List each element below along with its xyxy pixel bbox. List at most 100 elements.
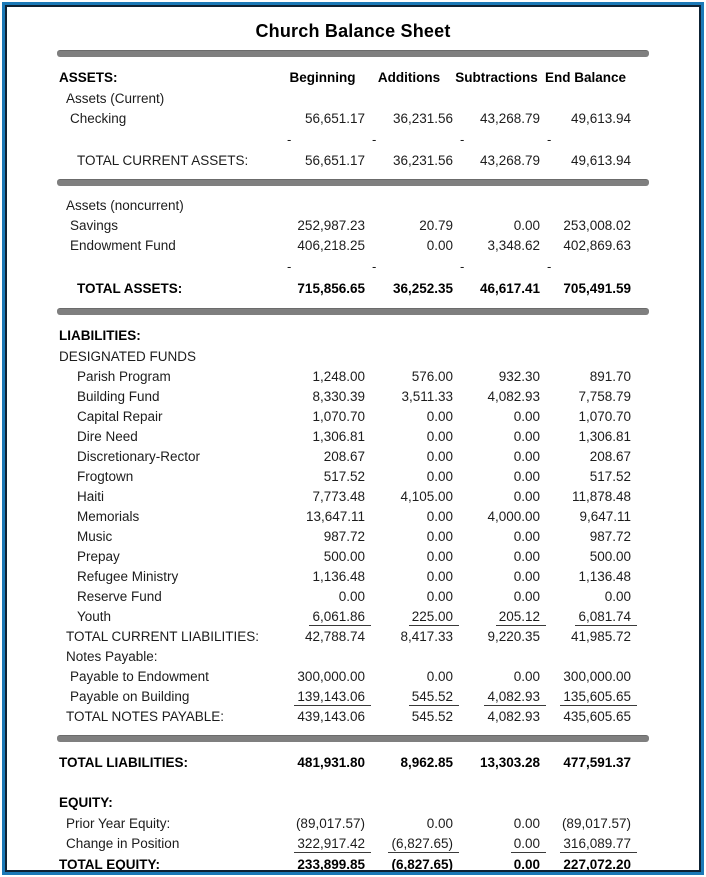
row-total-liabilities: TOTAL LIABILITIES: 481,931.80 8,962.85 13,3… — [57, 752, 649, 774]
row-total-current-liabilities: TOTAL CURRENT LIABILITIES: 42,788.74 8,417… — [57, 627, 649, 647]
row-label: TOTAL NOTES PAYABLE: — [66, 709, 225, 724]
row-equity: EQUITY: — [57, 792, 649, 814]
cell-additions: 20.79 — [419, 218, 453, 233]
underlined-value: 545.52 — [408, 689, 459, 706]
row-label: TOTAL ASSETS: — [77, 281, 183, 296]
cell-beginning: 517.52 — [323, 469, 365, 484]
cell-additions: 0.00 — [426, 409, 453, 424]
column-header-end-balance: End Balance — [544, 70, 627, 85]
row-label: Assets (Current) — [66, 91, 165, 106]
underlined-value: 0.00 — [510, 836, 546, 853]
cell-additions: 8,417.33 — [400, 629, 453, 644]
underlined-value: 316,089.77 — [560, 836, 637, 853]
cell-beginning: 1,136.48 — [312, 569, 365, 584]
cell-beginning: 0.00 — [338, 589, 365, 604]
subtotal-dash: - — [287, 259, 292, 274]
page-title: Church Balance Sheet — [255, 21, 451, 41]
cell-additions: 0.00 — [426, 529, 453, 544]
cell-subtractions: 4,082.93 — [453, 687, 546, 707]
cell-subtractions: 0.00 — [513, 449, 540, 464]
cell-additions: 576.00 — [411, 369, 453, 384]
cell-additions: 4,105.00 — [400, 489, 453, 504]
cell-additions: (6,827.65) — [365, 834, 459, 854]
cell-subtractions: 0.00 — [513, 669, 540, 684]
cell-subtractions: 0.00 — [513, 529, 540, 544]
cell-additions: 0.00 — [426, 669, 453, 684]
row-label: Parish Program — [77, 369, 171, 384]
cell-end-balance: 49,613.94 — [570, 111, 631, 126]
column-header-beginning: Beginning — [289, 70, 356, 85]
row-assets-current: Assets (Current) — [57, 89, 649, 109]
row-label: Youth — [77, 609, 112, 624]
cell-beginning: (89,017.57) — [295, 816, 365, 831]
row-label: Savings — [70, 218, 119, 233]
underlined-value: 135,605.65 — [560, 689, 637, 706]
row-label: Checking — [70, 111, 127, 126]
cell-end-balance: (89,017.57) — [561, 816, 631, 831]
cell-beginning: 1,306.81 — [312, 429, 365, 444]
row-label: Haiti — [77, 489, 105, 504]
title-rule — [57, 50, 649, 57]
cell-end-balance: 402,869.63 — [563, 238, 631, 253]
row-label: Endowment Fund — [70, 238, 176, 253]
cell-beginning: 208.67 — [323, 449, 365, 464]
cell-end-balance: 1,306.81 — [578, 429, 631, 444]
cell-beginning: 500.00 — [323, 549, 365, 564]
underlined-value: 6,061.86 — [309, 609, 371, 626]
row-label: Capital Repair — [77, 409, 163, 424]
row-building-fund: Building Fund 8,330.39 3,511.33 4,082.93 7,7… — [57, 387, 649, 407]
row-label: Payable on Building — [70, 689, 190, 704]
column-header-row: ASSETS: Beginning Additions Subtractions… — [57, 67, 649, 89]
cell-end-balance: 1,136.48 — [578, 569, 631, 584]
cell-end-balance: 300,000.00 — [563, 669, 631, 684]
cell-subtractions: 932.30 — [498, 369, 540, 384]
cell-end-balance: 987.72 — [589, 529, 631, 544]
row-label: Refugee Ministry — [77, 569, 179, 584]
cell-additions: 36,231.56 — [392, 111, 453, 126]
row-refugee-ministry: Refugee Ministry 1,136.48 0.00 0.00 1,136.48 — [57, 567, 649, 587]
subtotal-dash: - — [547, 132, 552, 147]
cell-subtractions: 46,617.41 — [479, 281, 540, 296]
row-designated-funds: DESIGNATED FUNDS — [57, 347, 649, 367]
row-payable-to-endowment: Payable to Endowment 300,000.00 0.00 0.00 30… — [57, 667, 649, 687]
subtotal-dash: - — [460, 132, 465, 147]
cell-subtractions: 0.00 — [513, 549, 540, 564]
cell-additions: 0.00 — [426, 589, 453, 604]
cell-additions: 0.00 — [426, 549, 453, 564]
cell-subtractions: 0.00 — [513, 218, 540, 233]
subtotal-dash: - — [372, 259, 377, 274]
cell-additions: 36,252.35 — [392, 281, 453, 296]
cell-subtractions: 4,082.93 — [487, 389, 540, 404]
row-dire-need: Dire Need 1,306.81 0.00 0.00 1,306.81 — [57, 427, 649, 447]
cell-end-balance: 208.67 — [589, 449, 631, 464]
row-haiti: Haiti 7,773.48 4,105.00 0.00 11,878.48 — [57, 487, 649, 507]
row-parish-program: Parish Program 1,248.00 576.00 932.30 891.70 — [57, 367, 649, 387]
subtotal-dash: - — [460, 259, 465, 274]
cell-end-balance: 1,070.70 — [578, 409, 631, 424]
row-music: Music 987.72 0.00 0.00 987.72 — [57, 527, 649, 547]
cell-additions: 36,231.56 — [392, 153, 453, 168]
row-change-in-position: Change in Position 322,917.42 (6,827.65) 0.… — [57, 834, 649, 854]
cell-beginning: 7,773.48 — [312, 489, 365, 504]
cell-additions: (6,827.65) — [391, 857, 453, 872]
underlined-value: 225.00 — [408, 609, 459, 626]
section-rule — [57, 179, 649, 186]
cell-subtractions: 9,220.35 — [487, 629, 540, 644]
subtotal-dash: - — [547, 259, 552, 274]
row-total-assets: TOTAL ASSETS: 715,856.65 36,252.35 46,617.4… — [57, 278, 649, 300]
assets-section-label: ASSETS: — [59, 70, 118, 85]
subtotal-dash: - — [287, 132, 292, 147]
cell-beginning: 1,248.00 — [312, 369, 365, 384]
cell-end-balance: 500.00 — [589, 549, 631, 564]
cell-beginning: 987.72 — [323, 529, 365, 544]
cell-additions: 545.52 — [411, 709, 453, 724]
cell-additions: 0.00 — [426, 469, 453, 484]
row-label: Prior Year Equity: — [66, 816, 171, 831]
row-label: EQUITY: — [59, 795, 113, 810]
row-assets-noncurrent: Assets (noncurrent) — [57, 196, 649, 216]
cell-beginning: 42,788.74 — [304, 629, 365, 644]
cell-subtractions: 0.00 — [453, 834, 546, 854]
cell-subtractions: 43,268.79 — [479, 111, 540, 126]
row-label: LIABILITIES: — [59, 328, 141, 343]
row-frogtown: Frogtown 517.52 0.00 0.00 517.52 — [57, 467, 649, 487]
